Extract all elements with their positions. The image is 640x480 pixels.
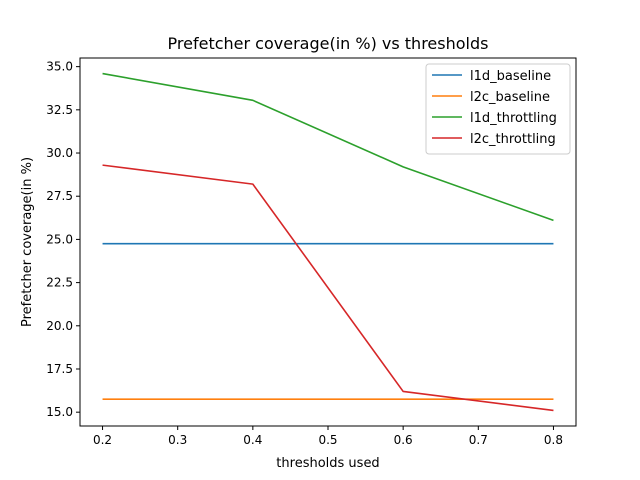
x-tick-label: 0.2 <box>93 433 112 447</box>
legend-entry: l2c_baseline <box>470 90 550 105</box>
y-tick-label: 17.5 <box>46 362 73 376</box>
legend-entry: l2c_throttling <box>470 132 556 147</box>
series-line-l1d-throttling <box>102 72 554 222</box>
y-tick-label: 27.5 <box>46 189 73 203</box>
x-tick-label: 0.3 <box>168 433 187 447</box>
x-tick-label: 0.4 <box>243 433 262 447</box>
y-tick-label: 20.0 <box>46 319 73 333</box>
y-tick-label: 25.0 <box>46 232 73 246</box>
legend-box <box>425 63 571 155</box>
y-tick-label: 32.5 <box>46 103 73 117</box>
legend: l1d_baseline l2c_baseline l1d_throttling l2… <box>425 63 571 155</box>
x-axis: 0.2 0.3 0.4 0.5 0.6 0.7 0.8 <box>93 426 563 447</box>
series-line-l2c-throttling <box>102 164 554 412</box>
y-axis: 15.0 17.5 20.0 22.5 25.0 27.5 30.0 32.5 35.0 <box>46 60 80 419</box>
y-tick-label: 15.0 <box>46 405 73 419</box>
y-tick-label: 22.5 <box>46 276 73 290</box>
y-axis-label: Prefetcher coverage(in %) <box>20 157 35 327</box>
legend-entry: l1d_throttling <box>470 111 557 126</box>
x-axis-label: thresholds used <box>276 456 379 471</box>
x-tick-label: 0.8 <box>544 433 563 447</box>
x-tick-label: 0.7 <box>469 433 488 447</box>
y-tick-label: 35.0 <box>46 60 73 74</box>
series-lines <box>102 72 554 412</box>
x-tick-label: 0.5 <box>318 433 337 447</box>
legend-entry: l1d_baseline <box>470 69 551 84</box>
x-tick-label: 0.6 <box>394 433 413 447</box>
chart-title: Prefetcher coverage(in %) vs thresholds <box>168 34 489 53</box>
plot-frame <box>79 57 577 427</box>
y-tick-label: 30.0 <box>46 146 73 160</box>
